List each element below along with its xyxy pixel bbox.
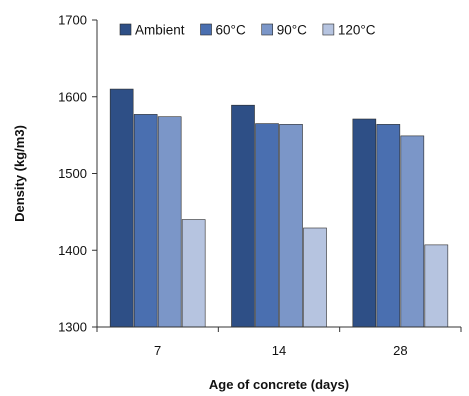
legend: Ambient 60°C 90°C 120°C: [119, 23, 376, 38]
bar-0-2: [157, 116, 182, 328]
bar-2-0: [352, 118, 377, 328]
legend-swatch-1: [200, 23, 212, 36]
bar-1-3: [303, 227, 327, 328]
x-tick-label: 7: [154, 343, 161, 358]
bar-2-2: [400, 135, 425, 328]
legend-label-2: 90°C: [277, 23, 307, 38]
y-tick-label: 1500: [58, 166, 87, 181]
x-ticks-group: 7 14 28: [96, 327, 462, 358]
bar-0-1: [133, 114, 158, 328]
y-tick-label: 1300: [58, 320, 87, 335]
legend-label-0: Ambient: [135, 23, 185, 38]
y-tick-label: 1700: [58, 13, 87, 28]
y-tick-label: 1600: [58, 89, 87, 104]
bar-1-2: [279, 124, 303, 328]
bar-2-1: [376, 124, 401, 328]
bar-1-0: [231, 104, 255, 328]
legend-swatch-2: [261, 23, 274, 36]
legend-swatch-0: [119, 23, 132, 36]
y-tick-label: 1400: [58, 243, 87, 258]
legend-swatch-3: [322, 23, 335, 36]
y-ticks-group: 1300 1400 1500 1600 1700: [58, 13, 97, 335]
legend-label-1: 60°C: [216, 23, 246, 38]
bar-2-3: [424, 244, 449, 328]
y-axis-title: Density (kg/m3): [12, 125, 27, 222]
bar-0-3: [181, 219, 206, 328]
x-axis-title: Age of concrete (days): [209, 377, 349, 392]
legend-label-3: 120°C: [338, 23, 376, 38]
bar-1-1: [255, 123, 279, 328]
x-tick-label: 14: [272, 343, 286, 358]
bars-group: [109, 88, 449, 328]
x-tick-label: 28: [393, 343, 407, 358]
bar-0-0: [109, 88, 134, 328]
